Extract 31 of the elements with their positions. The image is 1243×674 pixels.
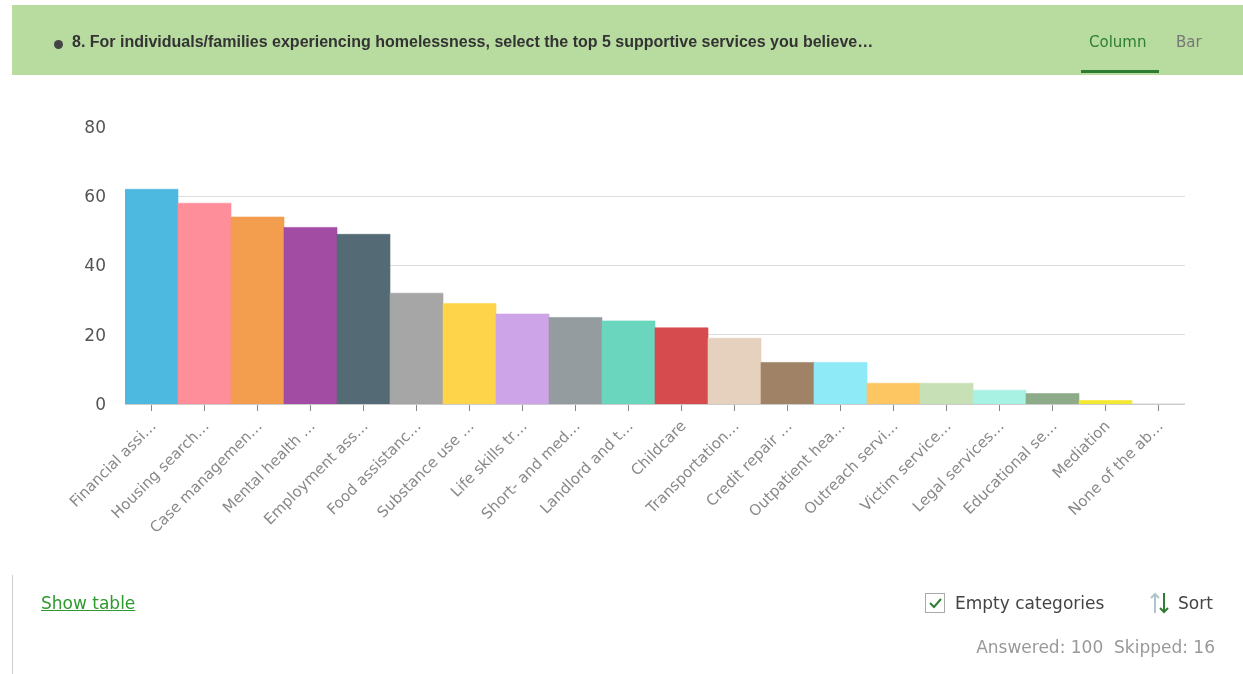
text: Answered: 100 Skipped: 16: [976, 637, 1215, 657]
bar: [1025, 393, 1080, 404]
bar: [125, 189, 179, 404]
y-tick-label: 60: [84, 186, 106, 207]
y-tick-label: 0: [95, 393, 106, 414]
bar: [389, 292, 444, 404]
text: Column: [1089, 33, 1147, 51]
bar: [336, 234, 391, 404]
bar: [601, 320, 656, 404]
bar: [230, 216, 285, 404]
bar: [283, 227, 338, 404]
bar: [1078, 400, 1133, 404]
y-tick-label: 20: [84, 324, 106, 345]
bar: [813, 362, 868, 404]
bar: [177, 202, 232, 404]
text: Show table: [41, 593, 136, 613]
text: Bar: [1176, 33, 1202, 51]
bar: [654, 327, 709, 404]
bar: [760, 362, 815, 404]
bar: [919, 382, 974, 404]
bar: [442, 303, 497, 404]
bar: [972, 389, 1027, 404]
bar: [495, 313, 550, 404]
bar: [707, 337, 762, 404]
bar: [866, 382, 921, 404]
chart-title: 8. For individuals/families experiencing homelessness, select the top 5 supportive services you believe…: [72, 33, 874, 51]
y-tick-label: 40: [84, 255, 106, 276]
text: Empty categories: [955, 593, 1105, 613]
text: Sort: [1178, 593, 1213, 613]
y-tick-label: 80: [84, 116, 106, 137]
bar: [548, 317, 603, 404]
